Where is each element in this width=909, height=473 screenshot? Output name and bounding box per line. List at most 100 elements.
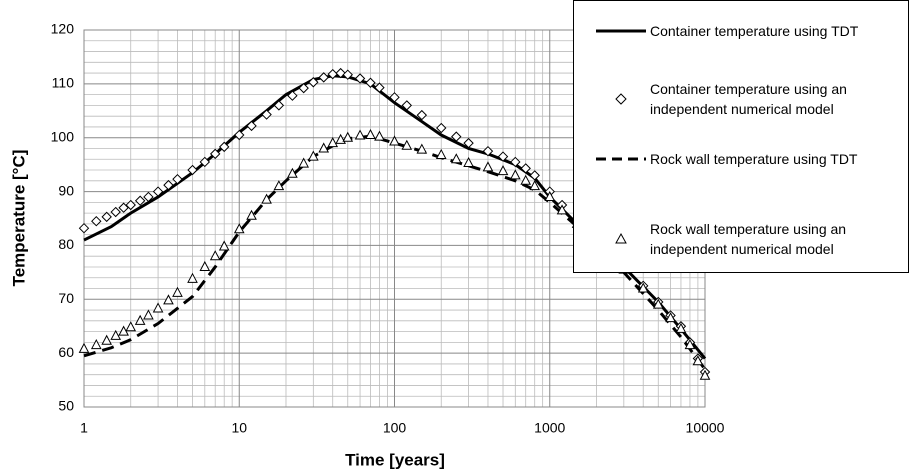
legend-label: Rock wall temperature using an independe… [650, 221, 847, 257]
legend-label: Rock wall temperature using TDT [650, 151, 858, 167]
data-point [78, 342, 90, 353]
data-point [287, 90, 298, 101]
x-axis-label: Time [years] [345, 450, 445, 469]
legend-item: Container temperature using TDT [574, 21, 908, 41]
legend: Container temperature using TDT Containe… [573, 0, 909, 273]
data-point [482, 161, 494, 172]
data-point [637, 282, 649, 293]
y-axis-label: Temperature [°C] [9, 150, 28, 287]
data-point [529, 170, 540, 181]
data-point [354, 129, 366, 140]
data-point [134, 195, 146, 206]
data-point [463, 156, 474, 168]
data-point [684, 338, 696, 350]
x-tick-label: 1 [80, 420, 88, 436]
data-point [374, 82, 385, 93]
data-point [246, 120, 257, 132]
data-point [287, 167, 298, 178]
data-point [110, 329, 122, 340]
data-point [187, 164, 198, 176]
data-point [510, 156, 521, 168]
data-point [556, 204, 568, 215]
data-point [298, 82, 309, 94]
legend-item: Rock wall temperature using an independe… [574, 219, 908, 259]
data-point [209, 250, 221, 261]
data-point [342, 69, 353, 80]
y-tick-label: 100 [51, 128, 75, 144]
legend-swatch [615, 93, 627, 105]
data-point [529, 180, 541, 191]
data-point [509, 169, 521, 180]
data-point [416, 109, 428, 121]
data-point [152, 302, 164, 313]
data-point [450, 153, 462, 164]
y-tick-label: 80 [58, 236, 74, 252]
data-point [318, 142, 330, 153]
data-point [101, 334, 113, 345]
data-point [134, 314, 146, 325]
y-tick-label: 70 [58, 290, 74, 306]
y-tick-label: 90 [58, 182, 74, 198]
data-point [401, 139, 413, 150]
data-point [497, 151, 509, 162]
data-point [463, 137, 474, 149]
data-point [401, 100, 413, 111]
data-point [435, 148, 447, 159]
data-point [199, 156, 211, 168]
legend-swatch [615, 232, 627, 244]
data-point [273, 180, 285, 191]
data-point [692, 355, 704, 366]
data-point [308, 77, 319, 88]
data-point [544, 190, 556, 201]
data-point [307, 150, 319, 161]
data-point [675, 322, 687, 333]
data-point [354, 73, 366, 84]
legend-label: Container temperature using TDT [650, 23, 859, 39]
data-point [101, 211, 112, 223]
x-tick-label: 10 [231, 420, 247, 436]
data-point [261, 193, 272, 204]
data-point [335, 67, 346, 79]
data-point [233, 223, 245, 234]
data-point [91, 215, 102, 227]
data-point [665, 312, 676, 323]
x-tick-label: 10000 [686, 420, 725, 436]
data-point [497, 165, 509, 176]
y-tick-label: 50 [58, 398, 74, 414]
data-point [152, 186, 164, 197]
data-point [199, 260, 211, 271]
data-point [143, 309, 154, 320]
data-point [172, 286, 183, 297]
data-point [520, 163, 531, 174]
x-tick-label: 100 [383, 420, 407, 436]
y-tick-label: 60 [58, 344, 74, 360]
data-point [652, 298, 664, 309]
data-point [273, 100, 285, 111]
data-point [365, 128, 376, 140]
data-point [246, 209, 257, 220]
data-point [327, 137, 339, 148]
data-point [327, 68, 338, 80]
data-point [318, 72, 329, 83]
data-point [172, 173, 183, 185]
data-point [218, 141, 230, 153]
data-point [451, 131, 462, 142]
data-point [416, 143, 428, 154]
data-point [163, 294, 174, 305]
data-point [143, 191, 154, 203]
legend-swatch [596, 29, 646, 33]
data-point [365, 77, 376, 88]
y-tick-label: 120 [51, 21, 75, 37]
data-point [110, 206, 121, 218]
data-point [187, 272, 198, 283]
legend-item: Container temperature using an independe… [574, 79, 908, 119]
data-point [298, 157, 310, 168]
data-point [125, 199, 136, 211]
data-point [482, 145, 494, 157]
data-point [209, 148, 221, 160]
x-tick-label: 1000 [534, 420, 565, 436]
data-point [234, 129, 245, 141]
y-tick-label: 110 [52, 75, 75, 91]
